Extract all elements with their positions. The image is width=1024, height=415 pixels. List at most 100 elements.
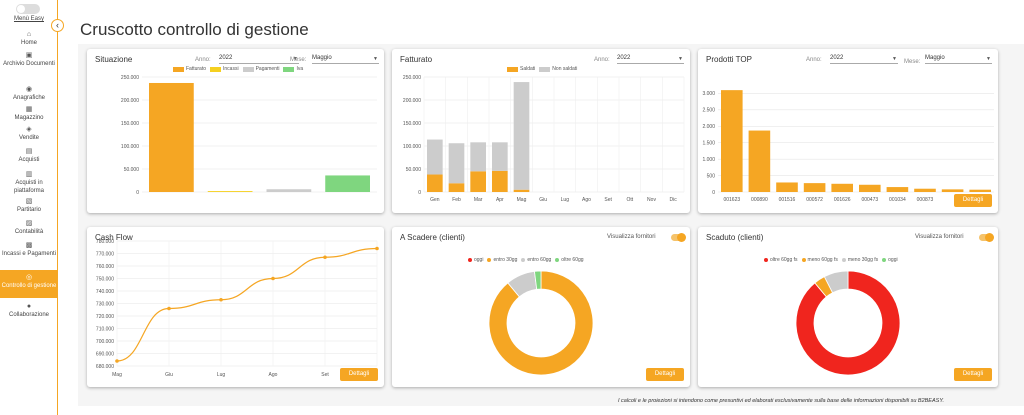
anno-label: Anno: [806,57,822,63]
show-suppliers-toggle[interactable] [979,233,994,242]
y-tick-label: 0 [418,190,421,196]
scaduto-details-button[interactable]: Dettagli [954,368,992,381]
anno-label: Anno: [594,57,610,63]
legend-swatch[interactable] [521,258,526,262]
x-tick-label: Mag [112,372,122,378]
disclaimer-footnote: I calcoli e le proiezioni si intendono c… [618,398,945,404]
ledger-icon: ▧ [25,198,33,205]
scadere-chart [488,270,594,376]
legend-label[interactable]: entro 30gg [493,257,518,263]
sidebar-item-incassi-e-pagamenti[interactable]: ▩ Incassi e Pagamenti [0,241,58,265]
legend-swatch[interactable] [487,258,492,262]
sidebar-item-collaborazione[interactable]: ● Collaborazione [0,302,58,318]
sidebar-item-home[interactable]: ⌂ Home [0,30,58,48]
cashflow-details-button[interactable]: Dettagli [340,368,378,381]
legend-label[interactable]: Saldati [520,66,536,72]
bar [492,142,508,171]
y-tick-label: 150.000 [403,121,421,127]
legend-label[interactable]: entro 60gg [527,257,552,263]
collapse-sidebar-button[interactable]: ‹ [51,19,64,32]
legend-swatch[interactable] [539,66,551,72]
legend-label[interactable]: oltre 60gg fs [770,257,798,263]
legend-swatch[interactable] [210,66,222,72]
menu-toggle[interactable] [16,4,40,14]
sidebar-item-acquisti[interactable]: ▤ Acquisti [0,147,58,167]
legend-swatch[interactable] [555,258,560,262]
legend-swatch[interactable] [173,66,184,72]
legend-label[interactable]: Pagamenti [255,66,280,72]
bar [513,189,530,192]
prodotti-details-button[interactable]: Dettagli [954,194,992,207]
calendar-icon: ▩ [25,242,33,249]
legend-swatch[interactable] [841,258,846,262]
x-tick-label: Giu [165,372,173,378]
scadere-card: A Scadere (clienti) Visualizza fornitori… [392,227,690,387]
handshake-icon: ◈ [26,126,32,133]
mese-label: Mese: [904,59,921,65]
x-tick-label: Lug [217,372,226,378]
scaduto-chart [795,270,901,376]
chevron-left-icon: ‹ [56,20,59,30]
y-tick-label: 1.000 [702,157,715,163]
sidebar-item-contabilit[interactable]: ▨ Contabilità [0,219,58,237]
anno-select[interactable]: 2022 ▼ [617,55,684,64]
mese-select[interactable]: Maggio ▼ [925,55,992,64]
x-tick-label: Giu [539,197,547,203]
legend-swatch[interactable] [468,258,472,262]
sidebar-item-acquisti-in-piattaforma[interactable]: ▥ Acquisti in piattaforma [0,170,58,196]
sidebar-item-controllo-di-gestione[interactable]: ◎ Controllo di gestione [0,270,58,298]
y-tick-label: 500 [707,173,716,179]
legend-label[interactable]: meno 30gg fs [847,257,879,263]
legend-label[interactable]: Non saldati [552,66,578,72]
legend-swatch[interactable] [764,258,768,262]
bar [207,191,253,192]
y-tick-label: 2.500 [702,108,715,114]
legend-label[interactable]: Fatturato [186,66,207,72]
bar [721,90,743,192]
legend-swatch[interactable] [801,258,806,262]
legend-swatch[interactable] [283,66,295,72]
x-tick-label: Ago [582,197,591,203]
y-tick-label: 50.000 [406,167,422,173]
sidebar-item-archivio-documenti[interactable]: ▣ Archivio Documenti [0,51,58,81]
sidebar-item-vendite[interactable]: ◈ Vendite [0,125,58,143]
legend-swatch[interactable] [242,66,254,72]
cashflow-card: Cash Flow 680.000 690.000 700.000 710.000 72… [87,227,384,387]
sidebar-item-label: Vendite [18,135,40,141]
data-point [375,246,379,251]
situazione-card: Situazione Anno: 2022 ▼ Mese: Maggio ▼ Fat… [87,49,384,213]
anno-select[interactable]: 2022 ▼ [219,55,299,64]
sidebar-item-partitario[interactable]: ▧ Partitario [0,197,58,215]
data-point [323,255,327,260]
y-tick-label: 0 [136,190,139,196]
fatturato-chart: 0 50.000 100.000 150.000 200.000 250.000 Gen Fe… [403,75,685,203]
legend-swatch[interactable] [507,66,518,72]
y-tick-label: 750.000 [96,276,114,282]
scadere-details-button[interactable]: Dettagli [646,368,684,381]
bar [149,82,194,192]
book-icon: ▨ [25,220,33,227]
legend-label[interactable]: oltre 60gg [561,257,584,263]
x-tick-label: Dic [670,197,678,203]
legend-label[interactable]: oggi [474,257,484,263]
bar [914,188,936,192]
sidebar-item-magazzino[interactable]: ▦ Magazzino [0,105,58,123]
sidebar-item-anagrafiche[interactable]: ◉ Anagrafiche [0,85,58,103]
legend-swatch[interactable] [882,258,887,262]
legend-label[interactable]: oggi [888,257,898,263]
y-tick-label: 250.000 [403,75,421,81]
legend-label[interactable]: Iva [296,66,304,72]
x-tick-label: Feb [452,197,461,203]
legend-label[interactable]: meno 60gg fs [807,257,838,263]
anno-select[interactable]: 2022 ▼ [830,55,898,64]
prodotti-title: Prodotti TOP [706,55,752,64]
anno-value: 2022 [830,55,844,61]
y-tick-label: 200.000 [121,98,139,104]
show-suppliers-toggle[interactable] [671,233,686,242]
sidebar-item-label: Home [20,40,37,46]
legend-label[interactable]: Incassi [223,66,239,72]
mese-select[interactable]: Maggio ▼ [312,55,379,64]
sidebar-item-label: Anagrafiche [12,95,46,101]
y-tick-label: 150.000 [121,121,139,127]
menu-easy-link[interactable]: Menù Easy [13,16,44,22]
